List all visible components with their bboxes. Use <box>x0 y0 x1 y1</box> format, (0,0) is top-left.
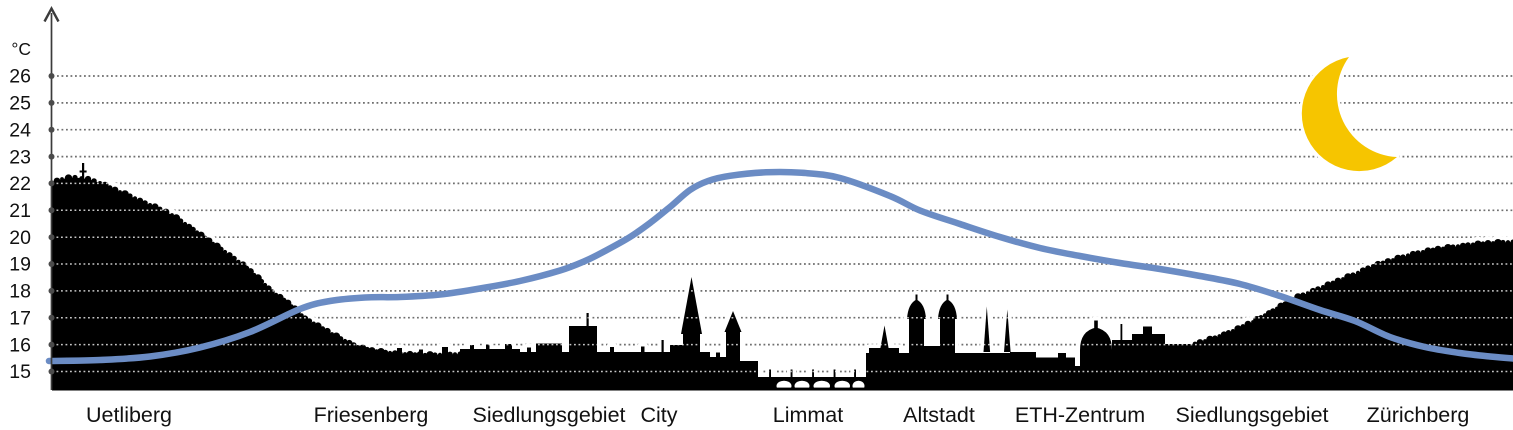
svg-text:20: 20 <box>9 227 31 249</box>
svg-text:15: 15 <box>9 361 31 383</box>
svg-text:21: 21 <box>9 200 31 222</box>
svg-text:18: 18 <box>9 281 31 303</box>
svg-text:Uetliberg: Uetliberg <box>86 403 172 427</box>
svg-text:19: 19 <box>9 254 31 276</box>
svg-text:25: 25 <box>9 93 31 115</box>
svg-text:24: 24 <box>9 119 31 141</box>
svg-text:Altstadt: Altstadt <box>903 403 975 427</box>
svg-text:Limmat: Limmat <box>773 403 844 427</box>
svg-text:°C: °C <box>11 39 31 59</box>
svg-text:Zürichberg: Zürichberg <box>1367 403 1470 427</box>
svg-text:ETH-Zentrum: ETH-Zentrum <box>1015 403 1145 427</box>
svg-text:22: 22 <box>9 173 31 195</box>
svg-text:City: City <box>640 403 677 427</box>
svg-text:26: 26 <box>9 66 31 88</box>
svg-text:23: 23 <box>9 146 31 168</box>
svg-text:16: 16 <box>9 334 31 356</box>
svg-text:Siedlungsgebiet: Siedlungsgebiet <box>1175 403 1328 427</box>
svg-text:Siedlungsgebiet: Siedlungsgebiet <box>472 403 625 427</box>
svg-text:Friesenberg: Friesenberg <box>314 403 429 427</box>
svg-text:17: 17 <box>9 307 31 329</box>
